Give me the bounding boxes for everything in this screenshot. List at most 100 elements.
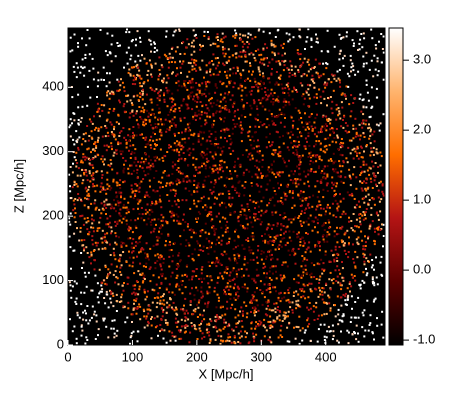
texture-pixel: [376, 60, 379, 63]
texture-pixel: [208, 322, 210, 325]
texture-pixel: [343, 233, 346, 236]
texture-pixel: [161, 295, 164, 298]
texture-pixel: [349, 321, 352, 323]
texture-pixel: [149, 221, 152, 224]
texture-pixel: [71, 96, 74, 99]
texture-pixel: [191, 257, 194, 260]
texture-pixel: [73, 232, 76, 235]
texture-pixel: [309, 274, 312, 276]
texture-pixel: [310, 45, 313, 48]
texture-pixel: [302, 126, 305, 129]
texture-pixel: [116, 42, 119, 44]
texture-pixel: [323, 323, 326, 326]
texture-pixel: [136, 168, 139, 171]
texture-pixel: [268, 239, 271, 242]
texture-pixel: [91, 185, 94, 188]
texture-pixel: [318, 249, 321, 252]
texture-pixel: [106, 94, 109, 97]
texture-pixel: [358, 217, 361, 220]
texture-pixel: [225, 74, 228, 77]
texture-pixel: [105, 198, 108, 201]
texture-pixel: [294, 140, 297, 143]
texture-pixel: [371, 259, 374, 261]
texture-pixel: [354, 97, 357, 100]
texture-pixel: [178, 28, 181, 31]
texture-pixel: [286, 326, 289, 329]
texture-pixel: [375, 211, 378, 214]
texture-pixel: [355, 127, 358, 130]
texture-pixel: [311, 229, 314, 232]
texture-pixel: [274, 45, 277, 48]
texture-pixel: [324, 81, 327, 84]
texture-pixel: [213, 143, 216, 146]
texture-pixel: [160, 318, 163, 320]
texture-pixel: [327, 50, 330, 53]
texture-pixel: [326, 182, 329, 185]
texture-pixel: [240, 55, 243, 58]
texture-pixel: [297, 235, 300, 238]
texture-pixel: [237, 341, 240, 343]
texture-pixel: [94, 241, 97, 244]
texture-pixel: [320, 102, 323, 105]
texture-pixel: [304, 112, 306, 115]
texture-pixel: [120, 194, 122, 197]
texture-pixel: [252, 99, 255, 102]
texture-pixel: [254, 36, 257, 39]
texture-pixel: [279, 214, 282, 216]
texture-pixel: [268, 287, 271, 290]
texture-pixel: [88, 194, 91, 197]
texture-pixel: [330, 249, 333, 252]
texture-pixel: [78, 316, 81, 319]
texture-pixel: [239, 224, 242, 227]
texture-pixel: [225, 176, 228, 179]
texture-pixel: [163, 98, 166, 101]
texture-pixel: [327, 137, 330, 140]
texture-pixel: [230, 80, 232, 83]
texture-pixel: [276, 200, 279, 203]
texture-pixel: [212, 326, 215, 329]
texture-pixel: [333, 170, 336, 173]
texture-pixel: [342, 244, 345, 247]
texture-pixel: [87, 322, 90, 325]
texture-pixel: [192, 39, 195, 42]
texture-pixel: [107, 268, 110, 271]
texture-pixel: [186, 264, 189, 267]
texture-pixel: [273, 204, 276, 207]
texture-pixel: [269, 266, 272, 269]
texture-pixel: [249, 199, 252, 202]
texture-pixel: [73, 203, 76, 206]
texture-pixel: [288, 88, 291, 91]
texture-pixel: [307, 93, 310, 96]
texture-pixel: [148, 112, 150, 115]
texture-pixel: [273, 302, 276, 305]
texture-pixel: [158, 107, 161, 110]
texture-pixel: [194, 310, 197, 313]
texture-pixel: [156, 49, 159, 52]
texture-pixel: [158, 99, 161, 102]
texture-pixel: [343, 249, 346, 252]
texture-pixel: [235, 44, 238, 47]
texture-pixel: [172, 301, 175, 304]
texture-pixel: [149, 266, 152, 269]
texture-pixel: [154, 267, 157, 270]
texture-pixel: [355, 203, 358, 206]
texture-pixel: [69, 212, 72, 215]
texture-pixel: [273, 240, 275, 243]
texture-pixel: [362, 197, 365, 200]
texture-pixel: [283, 113, 286, 116]
texture-pixel: [195, 158, 198, 161]
texture-pixel: [110, 145, 113, 148]
texture-pixel: [228, 257, 231, 260]
texture-pixel: [137, 202, 140, 205]
texture-pixel: [187, 223, 189, 225]
texture-pixel: [117, 204, 120, 207]
texture-pixel: [179, 259, 182, 262]
texture-pixel: [132, 131, 134, 134]
texture-pixel: [233, 287, 235, 290]
texture-pixel: [232, 149, 235, 152]
texture-pixel: [104, 188, 107, 191]
texture-pixel: [248, 153, 251, 156]
texture-pixel: [125, 94, 128, 97]
texture-pixel: [80, 215, 82, 217]
texture-pixel: [218, 110, 221, 113]
